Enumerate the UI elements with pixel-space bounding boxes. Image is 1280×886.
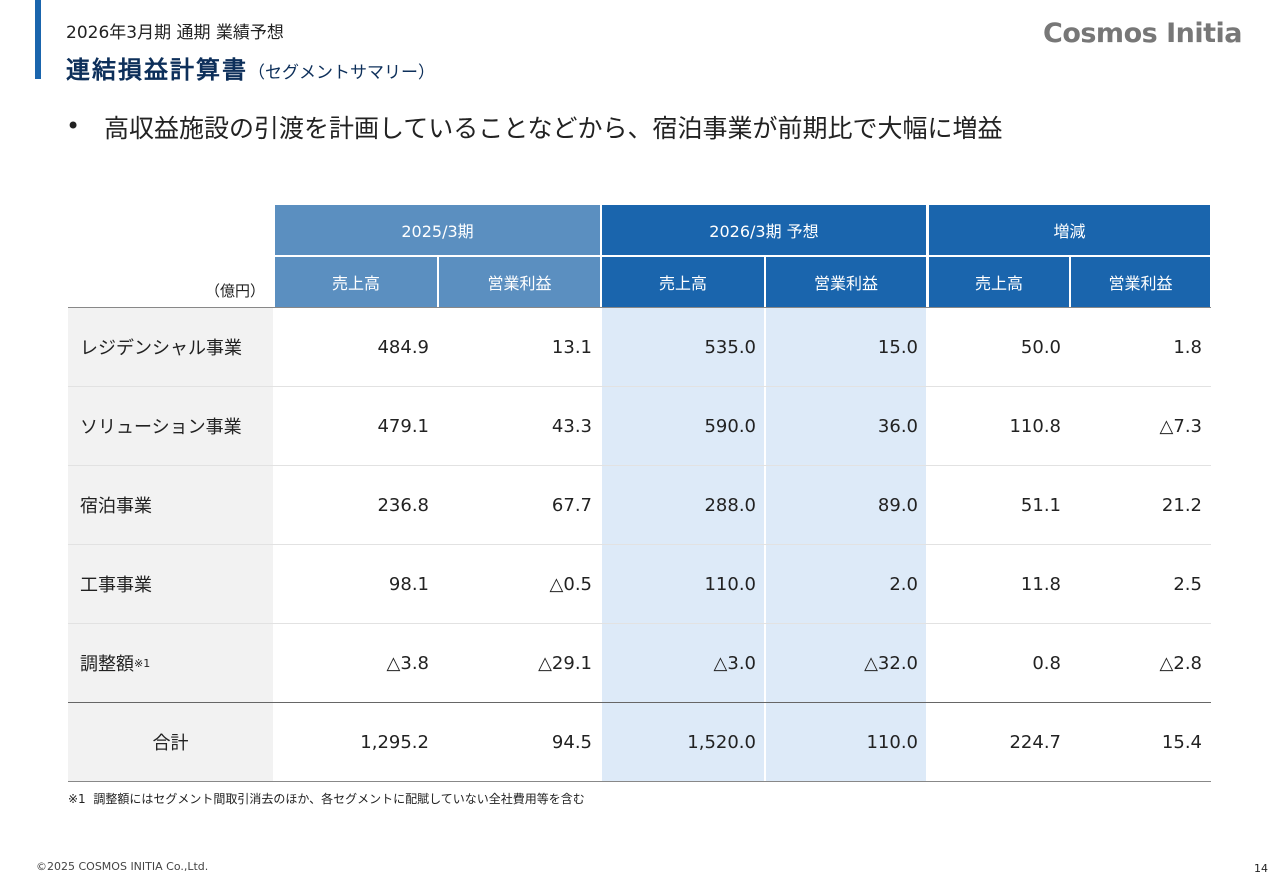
title-line: 連結損益計算書（セグメントサマリー） — [66, 50, 435, 85]
row-rule — [68, 465, 1211, 466]
footnote: ※1 調整額にはセグメント間取引消去のほか、各セグメントに配賦していない全社費用… — [68, 790, 585, 807]
column-header: 営業利益 — [766, 257, 926, 307]
column-header: 売上高 — [602, 257, 764, 307]
value-cell: 36.0 — [877, 415, 918, 437]
title: 連結損益計算書 — [66, 56, 248, 84]
value-cell: 110.0 — [866, 731, 918, 753]
row-rule — [68, 544, 1211, 545]
row-label: 合計 — [68, 703, 273, 781]
group-header: 増減 — [929, 205, 1210, 255]
bottom-rule — [68, 781, 1211, 782]
column-header: 営業利益 — [439, 257, 600, 307]
row-label-text: レジデンシャル事業 — [80, 338, 242, 359]
row-rule — [68, 386, 1211, 387]
bullet: 高収益施設の引渡を計画していることなどから、宿泊事業が前期比で大幅に増益 — [104, 114, 1003, 143]
value-cell: 236.8 — [377, 494, 429, 516]
column-header: 売上高 — [929, 257, 1069, 307]
column-header: 営業利益 — [1071, 257, 1210, 307]
row-rule — [68, 702, 1211, 703]
value-cell: 110.0 — [704, 573, 756, 595]
value-cell: 110.8 — [1009, 415, 1061, 437]
value-cell: 1,520.0 — [687, 731, 756, 753]
value-cell: 590.0 — [704, 415, 756, 437]
value-cell: △7.3 — [1159, 415, 1202, 437]
logo: Cosmos Initia — [1043, 18, 1243, 49]
value-cell: 484.9 — [377, 336, 429, 358]
value-cell: △3.0 — [713, 652, 756, 674]
value-cell: 67.7 — [551, 494, 592, 516]
value-cell: 89.0 — [877, 494, 918, 516]
value-cell: △32.0 — [864, 652, 918, 674]
row-label-text: 工事事業 — [80, 575, 152, 596]
value-cell: △0.5 — [549, 573, 592, 595]
group-header: 2025/3期 — [275, 205, 600, 255]
group-header: 2026/3期 予想 — [602, 205, 926, 255]
value-cell: 94.5 — [551, 731, 592, 753]
copyright: ©2025 COSMOS INITIA Co.,Ltd. — [36, 860, 209, 873]
value-cell: 479.1 — [377, 415, 429, 437]
value-cell: 2.0 — [889, 573, 918, 595]
row-label: 調整額 ※1 — [68, 624, 273, 702]
value-cell: 98.1 — [388, 573, 429, 595]
value-cell: 1,295.2 — [360, 731, 429, 753]
subtitle: （セグメントサマリー） — [248, 63, 435, 83]
row-label-text: ソリューション事業 — [80, 417, 242, 438]
value-cell: 51.1 — [1020, 494, 1061, 516]
row-label-text: 調整額 — [80, 654, 134, 675]
value-cell: 15.0 — [877, 336, 918, 358]
value-cell: △29.1 — [538, 652, 592, 674]
accent-bar — [35, 0, 41, 79]
row-rule — [68, 623, 1211, 624]
value-cell: 13.1 — [551, 336, 592, 358]
bullet-dot: • — [66, 112, 81, 140]
row-label: 工事事業 — [68, 545, 273, 623]
value-cell: 21.2 — [1161, 494, 1202, 516]
value-cell: 1.8 — [1173, 336, 1202, 358]
value-cell: △3.8 — [386, 652, 429, 674]
period: 2026年3月期 通期 業績予想 — [66, 23, 284, 43]
row-label: 宿泊事業 — [68, 466, 273, 544]
value-cell: 43.3 — [551, 415, 592, 437]
value-cell: △2.8 — [1159, 652, 1202, 674]
value-cell: 535.0 — [704, 336, 756, 358]
row-label: レジデンシャル事業 — [68, 308, 273, 386]
value-cell: 288.0 — [704, 494, 756, 516]
value-cell: 11.8 — [1020, 573, 1061, 595]
row-label-note: ※1 — [134, 656, 151, 670]
value-cell: 2.5 — [1173, 573, 1202, 595]
row-label-text: 合計 — [152, 733, 189, 754]
row-label: ソリューション事業 — [68, 387, 273, 465]
value-cell: 15.4 — [1161, 731, 1202, 753]
value-cell: 50.0 — [1020, 336, 1061, 358]
row-label-text: 宿泊事業 — [80, 496, 152, 517]
value-cell: 0.8 — [1032, 652, 1061, 674]
column-header: 売上高 — [275, 257, 437, 307]
footnote-mark: ※1 — [68, 792, 86, 806]
footnote-text: 調整額にはセグメント間取引消去のほか、各セグメントに配賦していない全社費用等を含… — [93, 792, 585, 806]
value-cell: 224.7 — [1009, 731, 1061, 753]
top-rule — [68, 307, 1211, 308]
unit-label: （億円） — [204, 281, 265, 300]
page-number: 14 — [1254, 862, 1268, 875]
